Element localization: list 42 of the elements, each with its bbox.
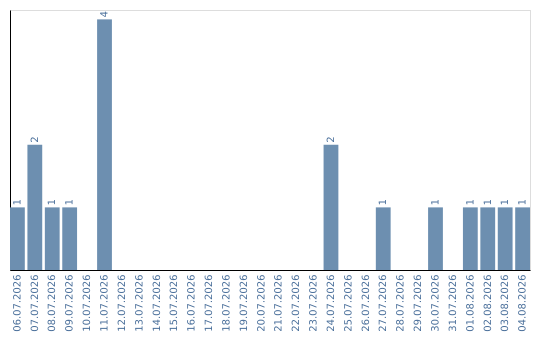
data-label: 2 [30, 136, 41, 143]
data-label: 1 [500, 198, 512, 206]
x-tick-label: 24.07.2026 [326, 274, 337, 332]
x-tick-label: 19.07.2026 [238, 274, 250, 332]
x-tick-label: 16.07.2026 [186, 274, 198, 332]
x-tick-label: 29.07.2026 [413, 274, 424, 332]
x-tick-label: 10.07.2026 [82, 274, 94, 332]
data-label: 1 [64, 198, 76, 206]
data-label: 1 [465, 198, 476, 206]
data-label: 1 [378, 198, 390, 206]
x-tick-label: 03.08.2026 [500, 274, 512, 332]
x-tick-label: 26.07.2026 [360, 274, 372, 332]
x-tick-label: 30.07.2026 [430, 274, 442, 332]
x-tick-label: 12.07.2026 [116, 274, 128, 332]
x-tick-label: 13.07.2026 [134, 274, 146, 332]
x-tick-label: 06.07.2026 [12, 274, 24, 332]
data-label: 1 [482, 198, 494, 206]
x-tick-label: 31.07.2026 [448, 274, 459, 332]
x-tick-label: 09.07.2026 [64, 274, 76, 332]
x-tick-label: 18.07.2026 [221, 274, 232, 332]
x-tick-label: 01.08.2026 [465, 274, 476, 332]
x-tick-label: 25.07.2026 [343, 274, 354, 332]
x-tick-label: 08.07.2026 [47, 274, 58, 332]
x-tick-label: 27.07.2026 [378, 274, 390, 332]
x-tick-label: 20.07.2026 [256, 274, 268, 332]
x-tick-label: 17.07.2026 [204, 274, 216, 332]
data-label: 1 [430, 198, 442, 206]
data-label: 1 [518, 198, 529, 206]
x-tick-label: 23.07.2026 [308, 274, 320, 332]
x-tick-label: 28.07.2026 [396, 274, 407, 332]
x-tick-label: 07.07.2026 [30, 274, 41, 332]
data-label: 4 [100, 11, 111, 18]
x-tick-label: 15.07.2026 [169, 274, 180, 332]
x-tick-label: 04.08.2026 [518, 274, 529, 332]
x-tick-label: 22.07.2026 [291, 274, 302, 332]
x-tick-label: 11.07.2026 [100, 274, 111, 332]
data-label: 1 [12, 198, 24, 206]
data-label: 1 [47, 198, 58, 206]
x-tick-label: 02.08.2026 [482, 274, 494, 332]
data-label: 2 [326, 136, 337, 143]
x-tick-label: 14.07.2026 [152, 274, 163, 332]
x-tick-label: 21.07.2026 [274, 274, 285, 332]
